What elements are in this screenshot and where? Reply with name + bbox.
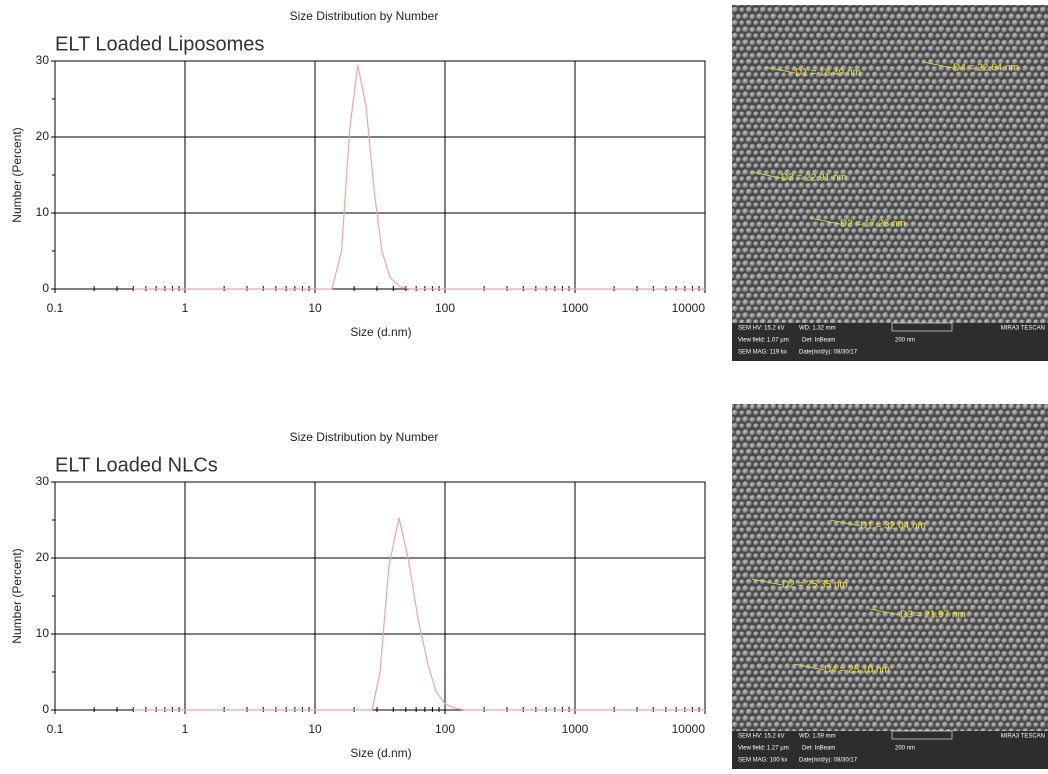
measurement-label: D1 = 32.04 nm <box>860 521 926 532</box>
plot-frame <box>54 481 706 711</box>
sem-info-bar <box>732 731 1048 769</box>
measurement-label: D2 = 17.28 nm <box>840 219 906 230</box>
scale-bar <box>891 730 953 740</box>
y-tick-label: 20 <box>36 550 50 564</box>
sem-image <box>732 5 1048 323</box>
sem-info: SEM HV: 15.2 kV <box>738 326 784 332</box>
sem-info-bar <box>732 323 1048 361</box>
sem-info: 200 nm <box>895 338 915 344</box>
sem-info: Det: InBeam <box>802 746 835 752</box>
y-tick-label: 20 <box>36 129 50 143</box>
x-tick-label: 0.1 <box>47 301 64 315</box>
y-tick-label: 0 <box>42 702 49 716</box>
measure-line <box>750 171 782 179</box>
measure-line <box>764 66 796 74</box>
chart-title: Size Distribution by Number <box>290 9 439 23</box>
x-tick-label: 10 <box>308 301 322 315</box>
sem-info: MIRA3 TESCAN <box>1001 326 1045 332</box>
y-tick-label: 10 <box>36 205 50 219</box>
y-axis-label: Number (Percent) <box>10 127 24 222</box>
x-tick-label: 10000 <box>672 301 706 315</box>
x-tick-label: 10000 <box>672 722 706 736</box>
sem-info: View field: 1.07 µm <box>738 338 789 344</box>
x-tick-label: 1000 <box>562 722 589 736</box>
measure-line <box>793 663 825 671</box>
panel-label: ELT Loaded Liposomes <box>55 33 264 55</box>
x-axis-label: Size (d.nm) <box>350 325 411 339</box>
y-tick-label: 30 <box>36 474 50 488</box>
data-line <box>133 64 705 290</box>
sem-info: Date(m/d/y): 08/30/17 <box>799 350 858 356</box>
y-axis-label: Number (Percent) <box>10 548 24 643</box>
x-tick-label: 1 <box>182 722 189 736</box>
sem-info: 200 nm <box>895 746 915 752</box>
measurement-label: D4 = 22.64 nm <box>953 63 1019 74</box>
sem-info: View field: 1.27 µm <box>738 746 789 752</box>
measurement-label: D4 = 25.10 nm <box>824 665 890 676</box>
measurement-label: D1 = 18.49 nm <box>795 68 861 79</box>
x-tick-label: 0.1 <box>47 722 64 736</box>
data-line <box>133 517 705 711</box>
x-tick-label: 1000 <box>562 301 589 315</box>
sem-image <box>732 404 1048 731</box>
measure-line <box>829 519 861 527</box>
sem-info: WD: 1.32 mm <box>799 326 836 332</box>
sem-info: MIRA3 TESCAN <box>1001 734 1045 740</box>
panel-label: ELT Loaded NLCs <box>55 454 218 476</box>
measurement-label: D2 = 25.35 nm <box>782 580 848 591</box>
chart-title: Size Distribution by Number <box>290 430 439 444</box>
measure-line <box>869 608 901 616</box>
measure-line <box>922 61 954 69</box>
x-tick-label: 1 <box>182 301 189 315</box>
sem-info: SEM HV: 15.2 kV <box>738 734 784 740</box>
measure-line <box>751 578 783 586</box>
sem-info: SEM MAG: 100 kx <box>738 758 787 764</box>
y-tick-label: 10 <box>36 626 50 640</box>
x-tick-label: 100 <box>435 722 455 736</box>
plot-frame <box>54 60 706 290</box>
scale-bar <box>891 322 953 332</box>
measurement-label: D3 = 21.97 nm <box>900 610 966 621</box>
sem-info: Det: InBeam <box>802 338 835 344</box>
sem-info: Date(m/d/y): 08/30/17 <box>799 758 858 764</box>
y-tick-label: 0 <box>42 281 49 295</box>
x-tick-label: 100 <box>435 301 455 315</box>
x-axis-label: Size (d.nm) <box>350 746 411 760</box>
sem-info: WD: 1.59 mm <box>799 734 836 740</box>
measure-line <box>809 217 841 225</box>
x-tick-label: 10 <box>308 722 322 736</box>
sem-info: SEM MAG: 119 kx <box>738 350 787 356</box>
y-tick-label: 30 <box>36 53 50 67</box>
measurement-label: D3 = 22.91 nm <box>781 173 847 184</box>
